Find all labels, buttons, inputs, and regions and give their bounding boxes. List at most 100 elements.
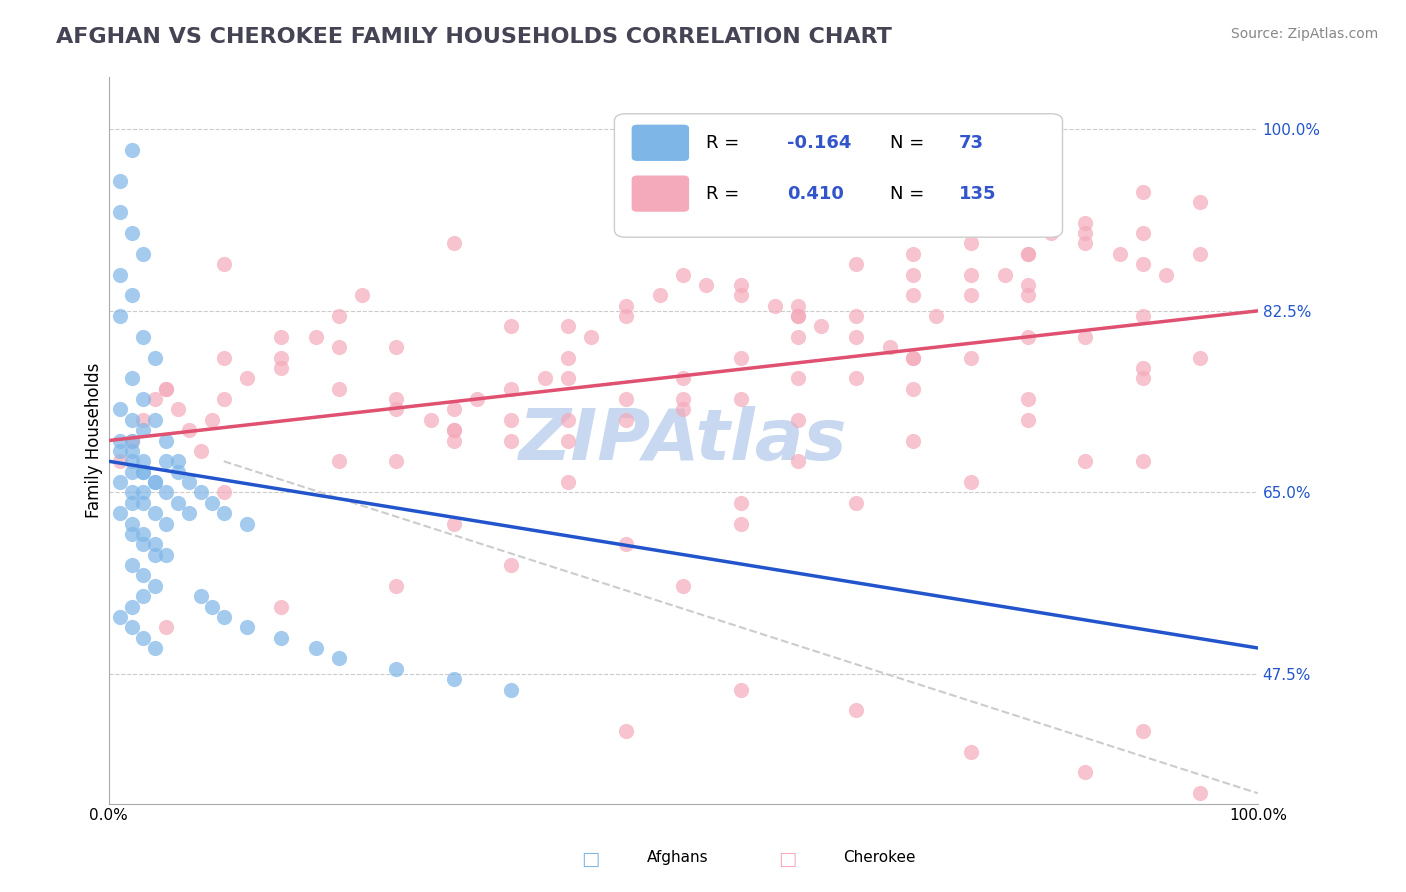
Point: [672, 402, 695, 417]
Point: [385, 402, 408, 417]
Text: ZIPAtlas: ZIPAtlas: [519, 406, 848, 475]
Point: [787, 371, 810, 385]
Point: [121, 413, 143, 427]
Point: [121, 434, 143, 448]
Point: [901, 382, 924, 396]
Point: [672, 268, 695, 282]
Point: [270, 351, 292, 365]
Text: □: □: [778, 850, 797, 869]
Point: [132, 568, 155, 582]
Point: [845, 309, 868, 323]
Point: [212, 485, 235, 500]
Point: [143, 475, 166, 489]
Point: [581, 330, 603, 344]
Point: [1074, 454, 1097, 468]
Point: [328, 651, 350, 665]
Point: [155, 485, 177, 500]
Point: [763, 299, 786, 313]
Point: [166, 496, 188, 510]
Point: [614, 413, 637, 427]
Point: [201, 496, 224, 510]
Point: [132, 247, 155, 261]
Point: [499, 319, 522, 334]
Text: Source: ZipAtlas.com: Source: ZipAtlas.com: [1230, 27, 1378, 41]
Point: [672, 216, 695, 230]
Point: [235, 371, 257, 385]
Point: [143, 548, 166, 562]
Text: R =: R =: [706, 134, 740, 152]
Point: [166, 465, 188, 479]
Point: [443, 434, 465, 448]
Point: [1017, 288, 1039, 302]
Point: [190, 485, 212, 500]
Point: [385, 662, 408, 676]
Point: [155, 382, 177, 396]
Point: [1189, 247, 1212, 261]
Point: [1132, 724, 1154, 739]
Point: [110, 475, 132, 489]
Point: [155, 548, 177, 562]
Point: [901, 351, 924, 365]
Point: [143, 579, 166, 593]
Point: [959, 475, 981, 489]
Point: [879, 340, 901, 354]
Point: [132, 631, 155, 645]
Text: □: □: [581, 850, 600, 869]
Point: [132, 465, 155, 479]
Point: [110, 174, 132, 188]
Point: [1017, 277, 1039, 292]
Point: [499, 382, 522, 396]
Point: [845, 257, 868, 271]
FancyBboxPatch shape: [614, 114, 1063, 237]
Point: [614, 309, 637, 323]
Point: [845, 371, 868, 385]
Point: [1132, 226, 1154, 240]
Point: [166, 454, 188, 468]
Point: [1074, 236, 1097, 251]
Point: [155, 382, 177, 396]
Point: [212, 392, 235, 406]
Point: [385, 340, 408, 354]
Point: [672, 371, 695, 385]
Point: [305, 640, 328, 655]
Point: [534, 371, 557, 385]
Point: [132, 527, 155, 541]
Text: R =: R =: [706, 185, 740, 202]
Point: [614, 392, 637, 406]
Point: [1154, 268, 1177, 282]
Point: [143, 413, 166, 427]
Point: [350, 288, 373, 302]
Point: [730, 351, 752, 365]
FancyBboxPatch shape: [631, 125, 689, 161]
Y-axis label: Family Households: Family Households: [86, 363, 103, 518]
Point: [672, 579, 695, 593]
Point: [959, 351, 981, 365]
Point: [672, 392, 695, 406]
Point: [901, 434, 924, 448]
Point: [201, 599, 224, 614]
Point: [557, 434, 579, 448]
Point: [994, 268, 1017, 282]
Point: [614, 724, 637, 739]
Point: [235, 620, 257, 634]
Point: [959, 236, 981, 251]
Point: [110, 506, 132, 520]
Point: [190, 589, 212, 603]
Point: [270, 599, 292, 614]
Point: [132, 485, 155, 500]
Point: [385, 392, 408, 406]
Point: [1132, 257, 1154, 271]
Point: [419, 413, 441, 427]
Point: [959, 745, 981, 759]
Point: [1017, 392, 1039, 406]
Point: [143, 351, 166, 365]
Point: [1074, 330, 1097, 344]
Point: [121, 434, 143, 448]
Text: N =: N =: [890, 134, 924, 152]
Point: [132, 413, 155, 427]
Point: [110, 402, 132, 417]
Point: [328, 309, 350, 323]
Point: [110, 268, 132, 282]
Point: [1074, 226, 1097, 240]
Point: [1017, 330, 1039, 344]
